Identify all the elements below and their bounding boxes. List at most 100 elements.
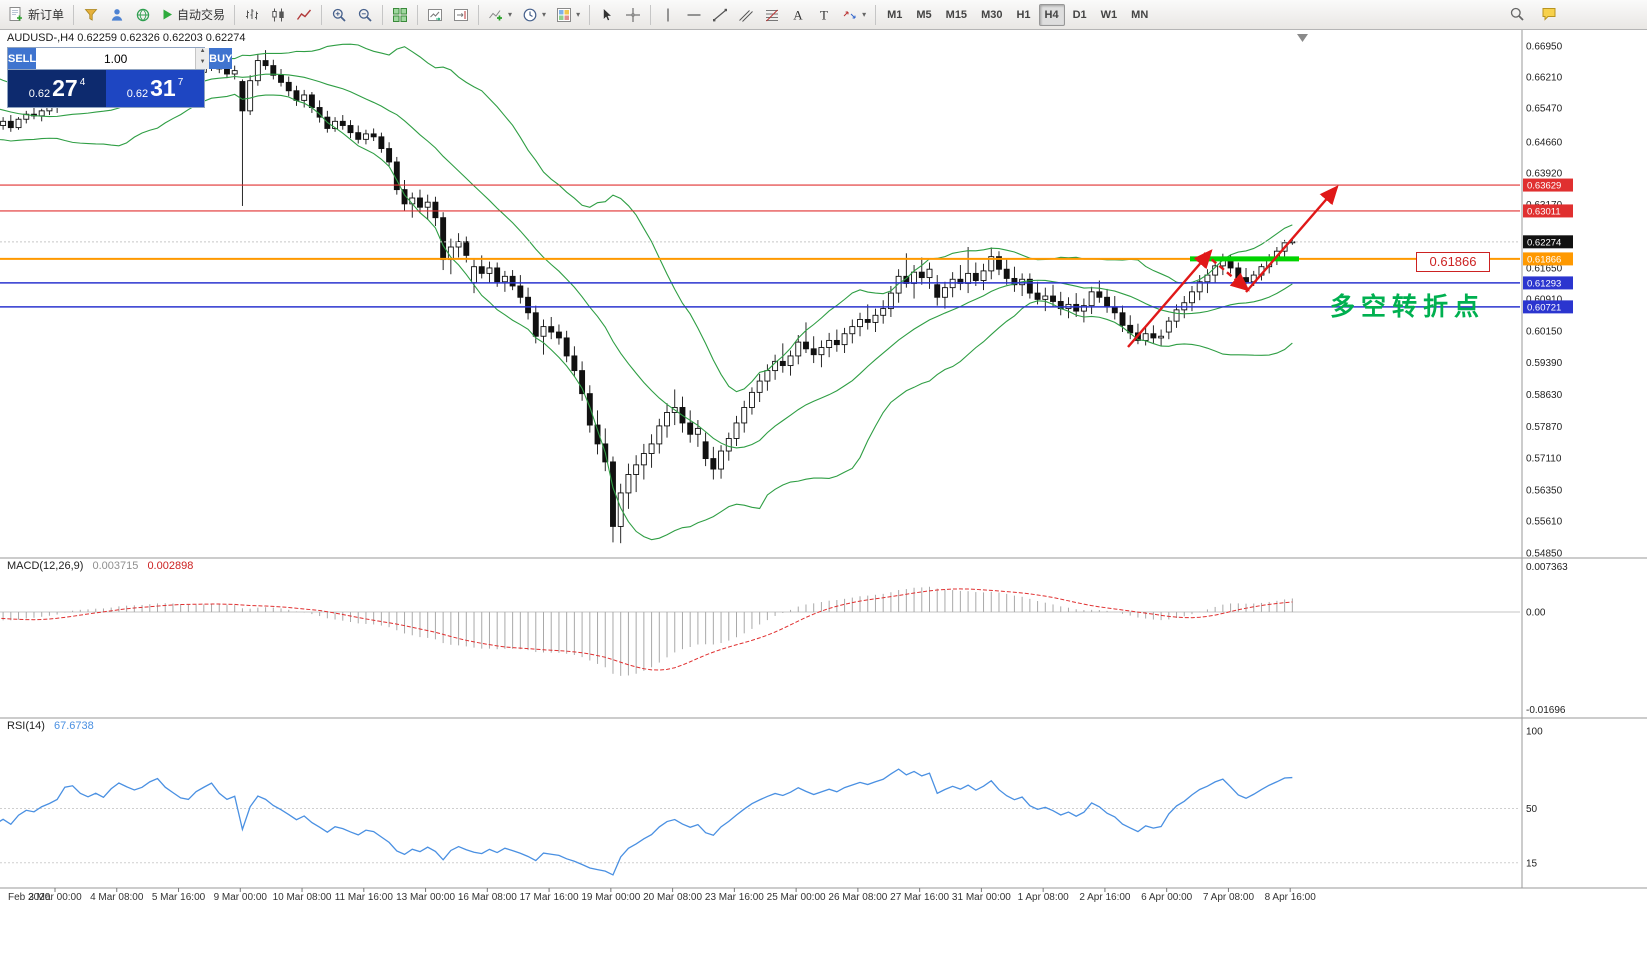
label-button[interactable]: T <box>812 4 836 26</box>
volume-down-icon[interactable]: ▼ <box>196 58 210 69</box>
sell-label[interactable]: SELL <box>8 48 37 69</box>
bollinger-band-line <box>0 73 1293 449</box>
new-order-button[interactable]: 新订单 <box>4 4 68 26</box>
toolbar-separator <box>321 4 323 25</box>
svg-text:27 Mar 16:00: 27 Mar 16:00 <box>890 892 949 903</box>
timeframe-h4-button[interactable]: H4 <box>1038 3 1065 26</box>
svg-text:16 Mar 08:00: 16 Mar 08:00 <box>458 892 517 903</box>
line-chart-button[interactable] <box>292 4 316 26</box>
crosshair-button[interactable] <box>621 4 645 26</box>
svg-text:Feb 2020: Feb 2020 <box>8 892 51 903</box>
zoom-out-button[interactable] <box>353 4 377 26</box>
timeframe-m1-button[interactable]: M1 <box>881 4 908 26</box>
toolbar-separator <box>73 4 75 25</box>
rsi-header: RSI(14) 67.6738 <box>7 720 94 732</box>
timeframe-m30-button[interactable]: M30 <box>975 4 1008 26</box>
dropdown-caret-icon[interactable]: ▾ <box>576 10 581 19</box>
sell-button[interactable]: 0.62 27 4 <box>8 70 106 107</box>
autotrade-button[interactable]: 自动交易 <box>157 4 229 26</box>
crosshair-icon <box>625 7 641 23</box>
fibo-icon <box>764 7 780 23</box>
timeframe-m15-button[interactable]: M15 <box>940 4 973 26</box>
profile-button[interactable] <box>105 4 129 26</box>
line-icon <box>296 7 312 23</box>
svg-text:2 Apr 16:00: 2 Apr 16:00 <box>1079 892 1131 903</box>
globe-icon <box>135 7 151 23</box>
volume-input[interactable] <box>36 48 196 69</box>
dropdown-caret-icon[interactable]: ▾ <box>508 10 513 19</box>
buy-button[interactable]: 0.62 31 7 <box>106 70 204 107</box>
candlestick-chart-button[interactable] <box>266 4 290 26</box>
timeframe-d1-button[interactable]: D1 <box>1067 4 1093 26</box>
volume-field: ▲ ▼ <box>36 48 210 69</box>
svg-text:17 Mar 16:00: 17 Mar 16:00 <box>520 892 579 903</box>
svg-text:10 Mar 08:00: 10 Mar 08:00 <box>273 892 332 903</box>
timeframe-h1-button[interactable]: H1 <box>1010 4 1036 26</box>
svg-text:7 Apr 08:00: 7 Apr 08:00 <box>1203 892 1255 903</box>
trendline-button[interactable] <box>708 4 732 26</box>
community-button[interactable] <box>131 4 155 26</box>
svg-text:0.00: 0.00 <box>1526 608 1546 619</box>
fibonacci-button[interactable] <box>760 4 784 26</box>
vertical-line-button[interactable] <box>656 4 680 26</box>
trendline-icon <box>712 7 728 23</box>
symbol-ohlc-header: AUDUSD-,H4 0.62259 0.62326 0.62203 0.622… <box>7 32 246 44</box>
equidistant-channel-button[interactable] <box>734 4 758 26</box>
svg-text:0.62274: 0.62274 <box>1527 237 1561 248</box>
zoom-in-icon <box>331 7 347 23</box>
sell-price-point: 4 <box>79 77 86 88</box>
svg-text:13 Mar 00:00: 13 Mar 00:00 <box>396 892 455 903</box>
trend-arrow[interactable] <box>1245 185 1339 293</box>
depth-of-market-button[interactable] <box>79 4 103 26</box>
svg-text:0.66950: 0.66950 <box>1526 41 1563 52</box>
new-order-button-label: 新订单 <box>28 8 65 22</box>
price-annotation-box[interactable]: 0.61866 <box>1416 252 1490 272</box>
toolbar-separator <box>589 4 591 25</box>
rsi-name: RSI(14) <box>7 720 45 732</box>
dropdown-caret-icon[interactable]: ▾ <box>862 10 867 19</box>
buy-label[interactable]: BUY <box>209 48 233 69</box>
price-tag: 0.61293 <box>1523 276 1573 290</box>
macd-name: MACD(12,26,9) <box>7 560 84 572</box>
templates-button[interactable]: ▾ <box>552 4 584 26</box>
bar-chart-button[interactable] <box>240 4 264 26</box>
buy-price-pips: 31 <box>150 75 176 101</box>
timeframe-mn-button[interactable]: MN <box>1125 4 1154 26</box>
one-click-trading-panel: SELL ▲ ▼ BUY 0.62 27 4 0.62 31 7 <box>7 47 233 108</box>
trend-arrow[interactable] <box>1127 249 1213 348</box>
auto-scroll-button[interactable] <box>423 4 447 26</box>
buy-price-base: 0.62 <box>126 88 149 100</box>
svg-text:0.57870: 0.57870 <box>1526 422 1563 433</box>
timeframe-m5-button[interactable]: M5 <box>910 4 937 26</box>
arrows-button[interactable]: ▾ <box>838 4 870 26</box>
horizontal-line-button[interactable] <box>682 4 706 26</box>
svg-text:23 Mar 16:00: 23 Mar 16:00 <box>705 892 764 903</box>
toolbar-separator <box>417 4 419 25</box>
zoom-in-button[interactable] <box>327 4 351 26</box>
volume-up-icon[interactable]: ▲ <box>196 48 210 59</box>
timeframe-h1-button-label: H1 <box>1016 8 1031 21</box>
cursor-button[interactable] <box>595 4 619 26</box>
svg-text:0.60910: 0.60910 <box>1526 294 1563 305</box>
timeframe-w1-button[interactable]: W1 <box>1095 4 1124 26</box>
autotrade-button-label: 自动交易 <box>177 8 226 22</box>
svg-text:0.63011: 0.63011 <box>1527 206 1561 217</box>
search-button[interactable] <box>1505 3 1529 25</box>
text-button[interactable]: A <box>786 4 810 26</box>
timeframe-m5-button-label: M5 <box>916 8 932 21</box>
svg-text:T: T <box>820 7 828 22</box>
hline-icon <box>686 7 702 23</box>
toolbar-separator <box>875 4 877 25</box>
svg-text:8 Apr 16:00: 8 Apr 16:00 <box>1265 892 1317 903</box>
sell-price-pips: 27 <box>52 75 78 101</box>
chart-shift-marker[interactable] <box>1297 34 1308 42</box>
turning-point-label[interactable]: 多空转折点 <box>1330 293 1486 321</box>
tile-windows-button[interactable] <box>388 4 412 26</box>
periods-button[interactable]: ▾ <box>518 4 550 26</box>
indicators-button[interactable]: ▾ <box>484 4 516 26</box>
chat-button[interactable] <box>1537 3 1561 25</box>
chart-shift-button[interactable] <box>449 4 473 26</box>
dropdown-caret-icon[interactable]: ▾ <box>542 10 547 19</box>
cursor-icon <box>599 7 615 23</box>
